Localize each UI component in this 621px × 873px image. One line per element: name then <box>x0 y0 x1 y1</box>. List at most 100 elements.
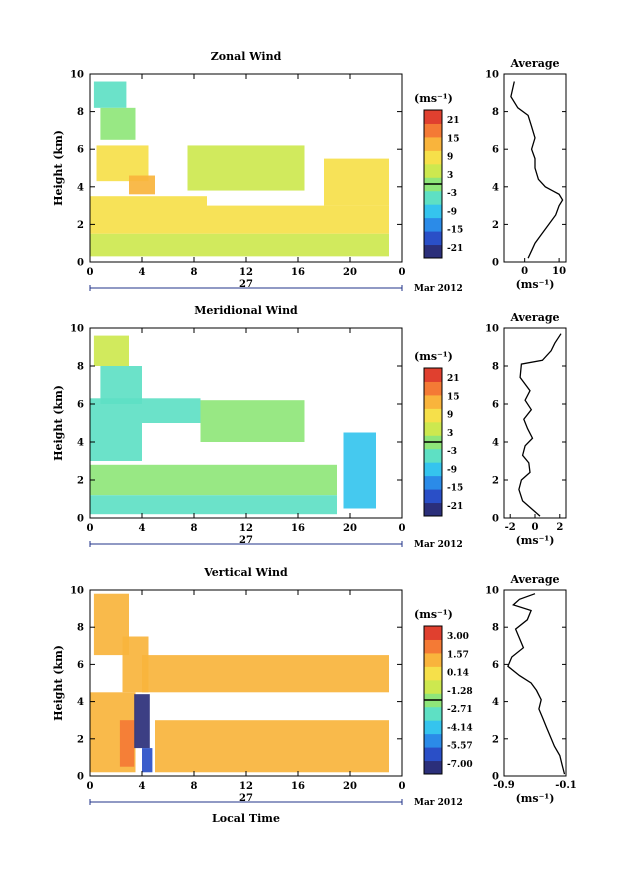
average-profile-line <box>507 593 566 775</box>
y-tick-label: 6 <box>77 145 84 156</box>
colorbar-swatch <box>424 190 442 205</box>
colorbar-swatch <box>424 639 442 654</box>
panel-title: Meridional Wind <box>194 304 298 317</box>
avg-y-tick-label: 6 <box>492 400 499 411</box>
avg-y-tick-label: 6 <box>492 145 499 156</box>
colorbar-tick-label: 15 <box>447 134 460 144</box>
x-tick-label: 8 <box>191 523 198 534</box>
colorbar-swatch <box>424 150 442 165</box>
avg-x-tick-label: 10 <box>552 266 566 277</box>
colorbar-tick-label: -1.28 <box>447 687 473 697</box>
x-tick-label: 16 <box>291 523 305 534</box>
heatmap-cell <box>90 423 142 461</box>
avg-x-tick-label: 0 <box>532 522 539 533</box>
colorbar-tick-label: -3 <box>447 447 457 457</box>
colorbar: (ms⁻¹) 21 15 9 3 -3 -9 -15 -21 <box>414 92 463 259</box>
colorbar-swatch <box>424 136 442 151</box>
heatmap-cell <box>119 720 135 767</box>
x-tick-label: 0 <box>399 781 406 792</box>
avg-unit-label: (ms⁻¹) <box>516 278 555 291</box>
colorbar-swatch <box>424 747 442 762</box>
date-label: 27 <box>239 279 253 290</box>
heatmap-cell <box>155 720 389 773</box>
heatmap <box>90 335 376 515</box>
y-tick-label: 4 <box>77 697 84 708</box>
average-profile-line <box>510 81 564 259</box>
colorbar-tick-label: -9 <box>447 465 457 475</box>
heatmap-cell <box>324 158 389 206</box>
colorbar-tick-label: 3.00 <box>447 632 469 642</box>
colorbar-tick-label: 0.14 <box>447 669 469 679</box>
avg-y-tick-label: 0 <box>492 772 499 783</box>
month-label: Mar 2012 <box>414 540 463 550</box>
y-axis-label: Height (km) <box>52 645 65 721</box>
colorbar-swatch <box>424 720 442 735</box>
average-profile-line <box>518 333 562 517</box>
colorbar-swatch <box>424 408 442 423</box>
colorbar: (ms⁻¹) 21 15 9 3 -3 -9 -15 -21 <box>414 350 463 517</box>
x-tick-label: 20 <box>343 267 357 278</box>
date-label: 27 <box>239 793 253 804</box>
colorbar-tick-label: 21 <box>447 116 460 126</box>
heatmap-cell <box>90 495 337 515</box>
y-tick-label: 4 <box>77 438 84 449</box>
x-tick-label: 12 <box>239 267 253 278</box>
y-tick-label: 2 <box>77 476 84 487</box>
colorbar-swatch <box>424 368 442 382</box>
avg-y-tick-label: 2 <box>492 476 499 487</box>
y-tick-label: 10 <box>70 70 84 81</box>
heatmap-cell <box>142 748 153 773</box>
colorbar-tick-label: -21 <box>447 244 463 254</box>
avg-y-tick-label: 2 <box>492 220 499 231</box>
x-tick-label: 4 <box>139 267 146 278</box>
heatmap-cell <box>93 81 127 108</box>
heatmap-cell <box>207 205 389 234</box>
x-tick-label: 20 <box>343 781 357 792</box>
avg-unit-label: (ms⁻¹) <box>516 534 555 547</box>
colorbar-tick-label: 1.57 <box>447 650 469 660</box>
avg-y-tick-label: 10 <box>485 70 499 81</box>
y-tick-label: 10 <box>70 586 84 597</box>
avg-x-tick-label: 0 <box>521 266 528 277</box>
avg-x-tick-label: -0.1 <box>555 780 577 791</box>
colorbar-tick-label: 3 <box>447 429 453 439</box>
colorbar-tick-label: -2.71 <box>447 705 473 715</box>
colorbar-swatch <box>424 244 442 259</box>
x-tick-label: 0 <box>87 781 94 792</box>
average-frame <box>503 589 567 777</box>
x-axis-label: Local Time <box>212 812 280 825</box>
avg-y-tick-label: 4 <box>492 438 499 449</box>
average-frame <box>503 73 567 263</box>
avg-y-tick-label: 4 <box>492 182 499 193</box>
average-panel: Average 0 2 4 6 8 10 -0.9 -0.1(ms⁻¹) <box>485 573 577 805</box>
x-tick-label: 4 <box>139 781 146 792</box>
heatmap <box>90 81 389 257</box>
heatmap-cell <box>90 233 389 257</box>
y-tick-label: 10 <box>70 324 84 335</box>
colorbar-tick-label: -3 <box>447 189 457 199</box>
avg-x-tick-label: 2 <box>556 522 563 533</box>
colorbar-swatch <box>424 462 442 477</box>
colorbar-swatch <box>424 421 442 436</box>
colorbar-swatch <box>424 679 442 694</box>
x-tick-label: 8 <box>191 267 198 278</box>
colorbar-swatch <box>424 652 442 667</box>
colorbar-tick-label: 21 <box>447 374 460 384</box>
colorbar-swatch <box>424 231 442 246</box>
month-label: Mar 2012 <box>414 798 463 808</box>
colorbar-swatch <box>424 626 442 640</box>
colorbar-swatch <box>424 733 442 748</box>
heatmap-cell <box>100 366 142 404</box>
x-tick-label: 0 <box>87 523 94 534</box>
average-title: Average <box>509 57 559 70</box>
x-tick-label: 0 <box>399 267 406 278</box>
avg-y-tick-label: 2 <box>492 734 499 745</box>
avg-x-tick-label: -0.9 <box>493 780 515 791</box>
heatmap-cell <box>200 400 305 442</box>
y-tick-label: 2 <box>77 734 84 745</box>
y-tick-label: 0 <box>77 258 84 269</box>
